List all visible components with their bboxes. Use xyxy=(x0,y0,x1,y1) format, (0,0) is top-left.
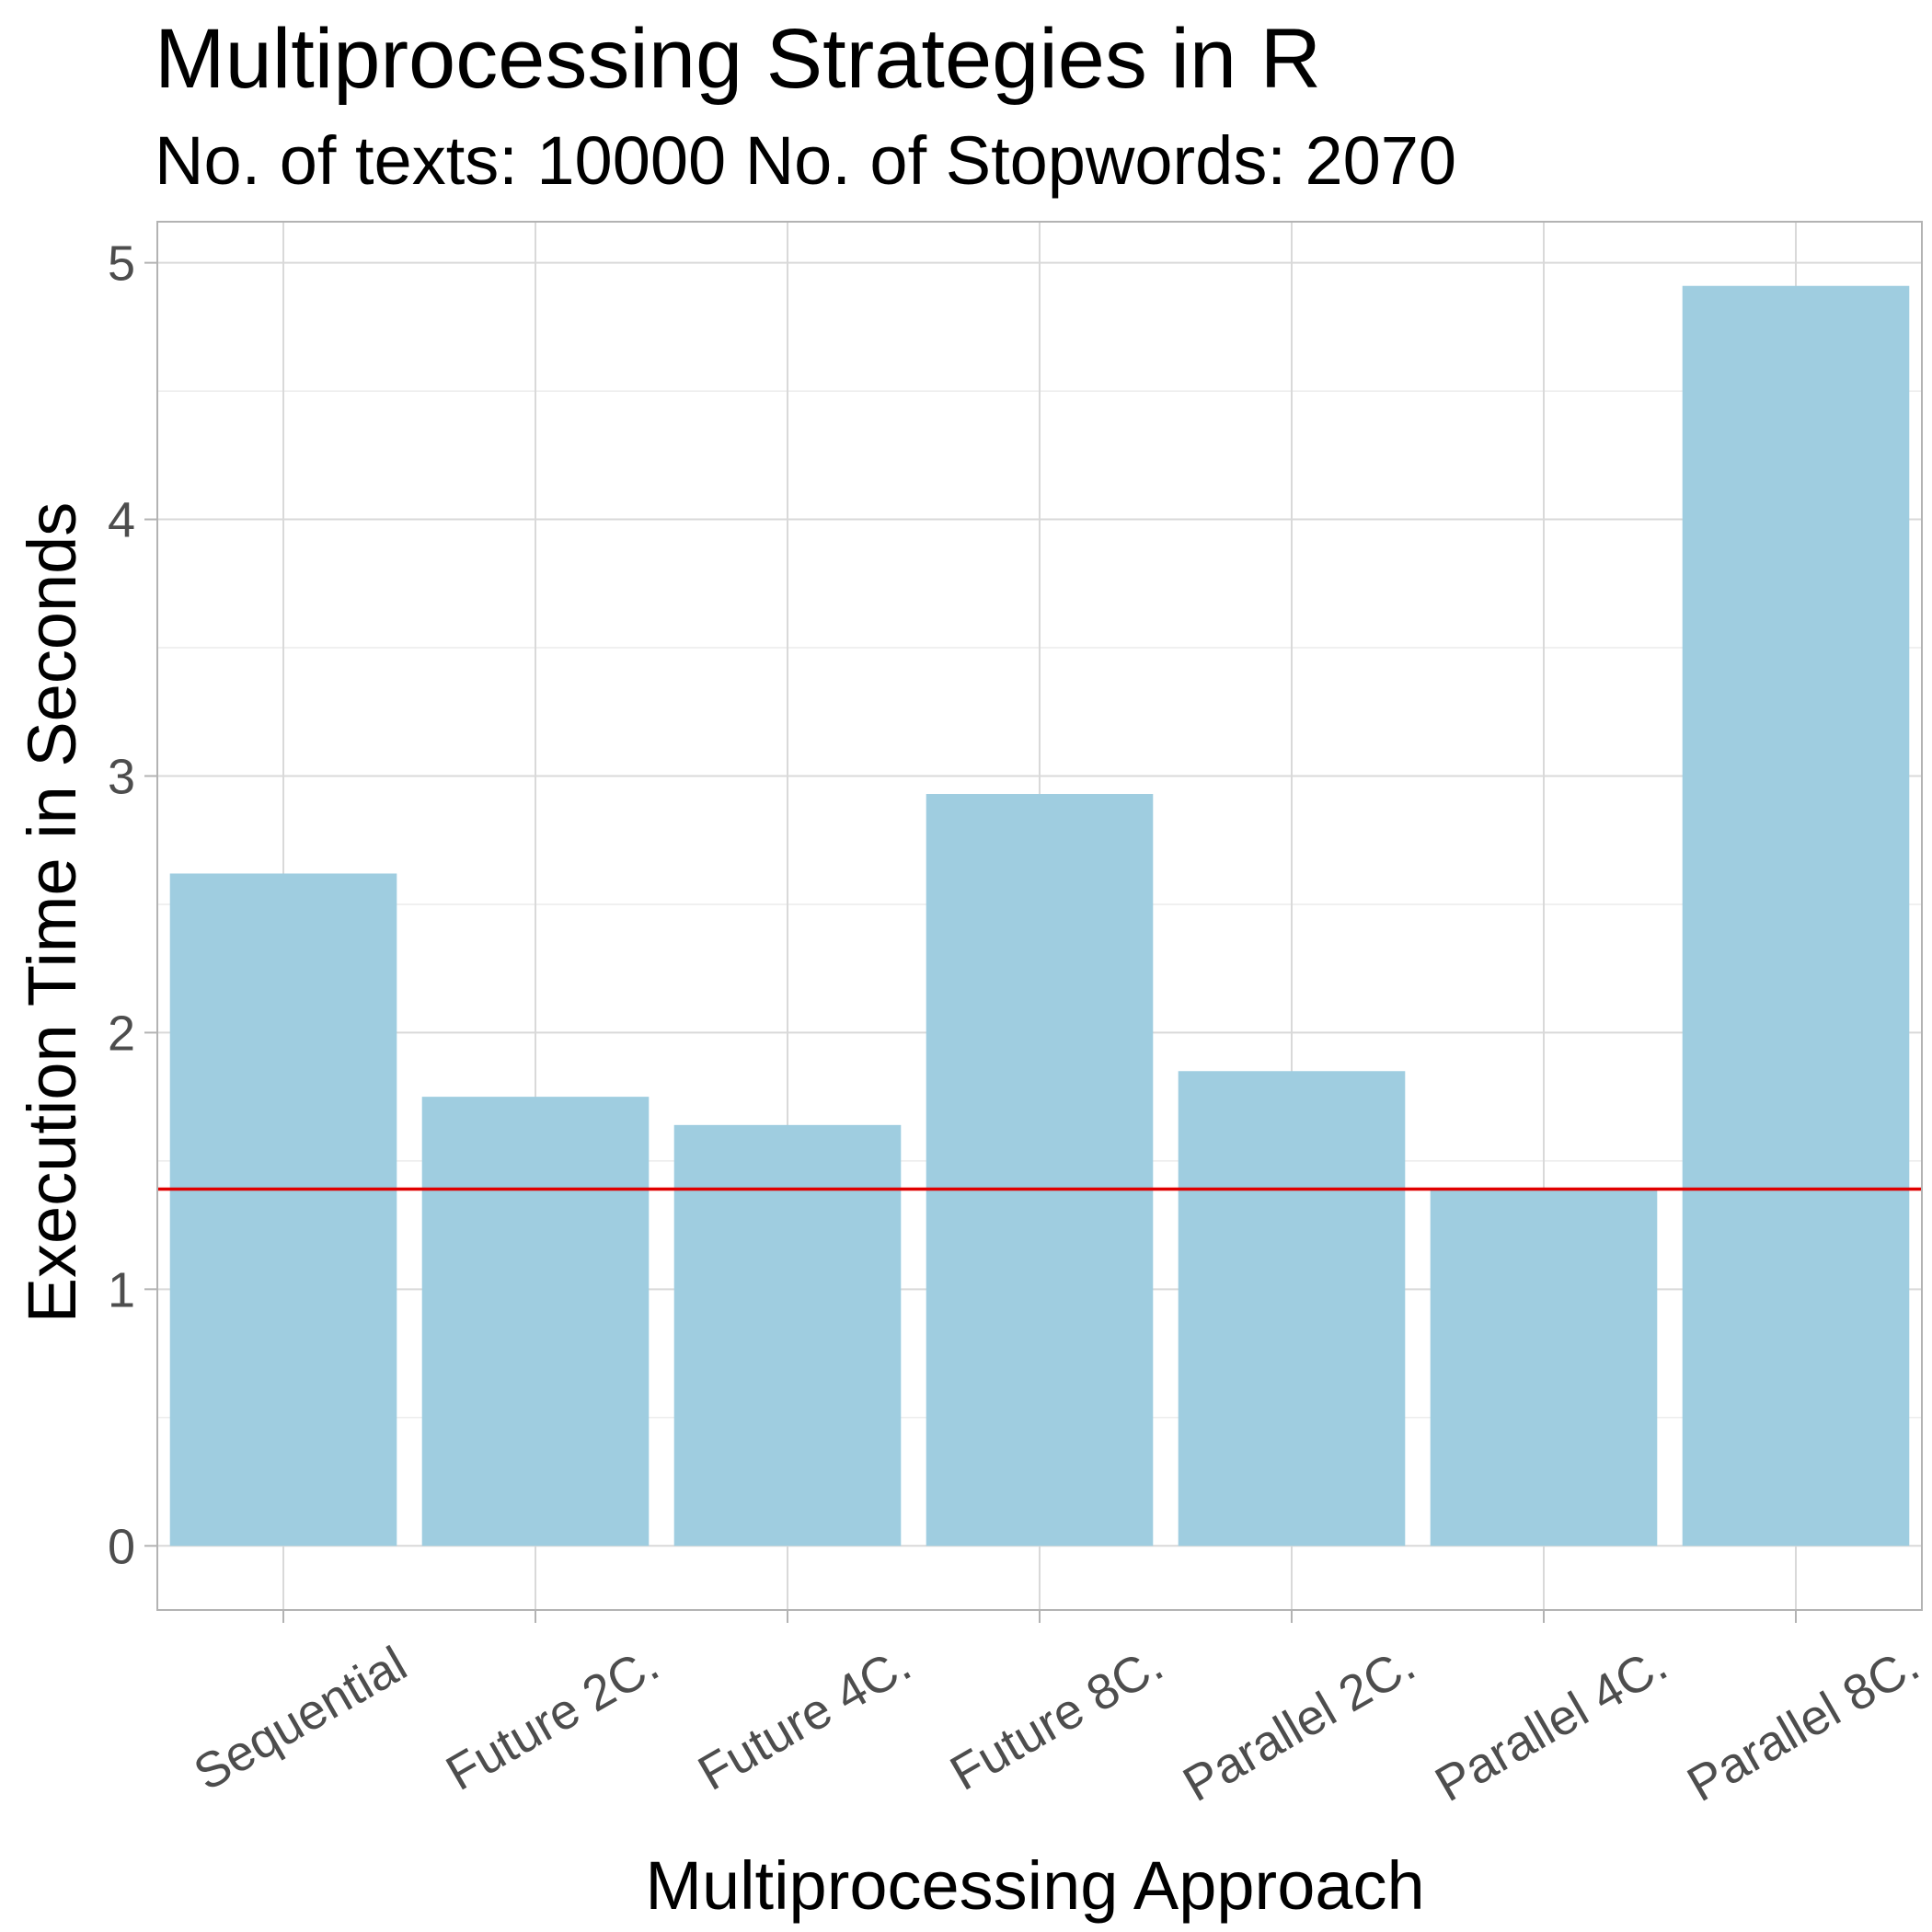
x-tick-label: Future 2C. xyxy=(437,1636,668,1801)
x-tick-label: Parallel 4C. xyxy=(1426,1636,1676,1812)
x-tick-label: Future 8C. xyxy=(941,1636,1172,1801)
bar-0 xyxy=(169,873,397,1547)
bar-5 xyxy=(1430,1189,1658,1547)
y-axis-title: Execution Time in Seconds xyxy=(14,502,90,1324)
x-tick-label: Future 4C. xyxy=(689,1636,920,1801)
y-tick-label: 5 xyxy=(108,236,135,292)
bar-2 xyxy=(673,1124,902,1547)
x-tick-label: Parallel 2C. xyxy=(1174,1636,1424,1812)
y-tick-label: 1 xyxy=(108,1262,135,1317)
y-tick-label: 4 xyxy=(108,493,135,548)
x-axis: Sequential Future 2C. Future 4C. Future 8C.… xyxy=(185,1610,1928,1812)
bars xyxy=(169,285,1910,1547)
bar-6 xyxy=(1682,285,1910,1547)
x-tick-label: Parallel 8C. xyxy=(1678,1636,1928,1812)
bar-1 xyxy=(421,1097,650,1547)
chart-subtitle: No. of texts: 10000 No. of Stopwords: 20… xyxy=(155,122,1456,199)
y-tick-label: 0 xyxy=(108,1519,135,1574)
chart-title: Multiprocessing Strategies in R xyxy=(155,12,1321,106)
x-tick-label: Sequential xyxy=(185,1636,416,1801)
y-tick-label: 2 xyxy=(108,1006,135,1061)
y-axis: 0 1 2 3 4 5 xyxy=(108,236,157,1574)
bar-4 xyxy=(1178,1071,1406,1547)
y-tick-label: 3 xyxy=(108,749,135,804)
x-axis-title: Multiprocessing Approach xyxy=(645,1847,1424,1924)
bar-3 xyxy=(926,794,1154,1547)
